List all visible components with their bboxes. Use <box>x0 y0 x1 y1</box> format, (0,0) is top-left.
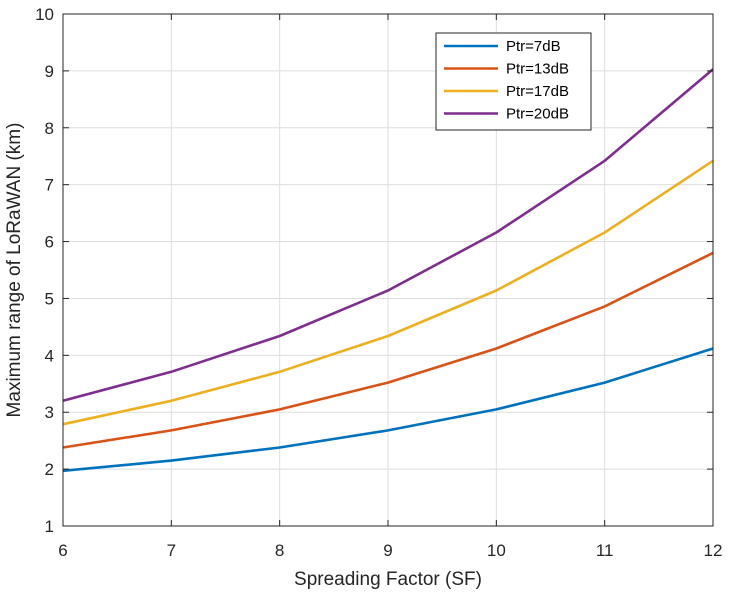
x-tick-label: 8 <box>275 541 284 560</box>
series-line-ptr-13db <box>62 251 714 449</box>
y-tick-label: 8 <box>45 119 54 138</box>
legend: Ptr=7dB Ptr=13dB Ptr=17dB Ptr=20dB <box>435 32 592 131</box>
x-tick-label: 11 <box>596 541 614 560</box>
x-tick-label: 10 <box>487 541 506 560</box>
grid-layer <box>62 13 714 527</box>
y-tick-label: 6 <box>45 233 54 252</box>
x-axis-title: Spreading Factor (SF) <box>294 569 482 590</box>
y-tick-label: 7 <box>45 176 54 195</box>
y-axis-title: Maximum range of LoRaWAN (km) <box>4 123 25 418</box>
legend-label: Ptr=17dB <box>506 83 569 100</box>
y-tick-label: 2 <box>45 460 54 479</box>
x-tick-label: 7 <box>167 541 176 560</box>
x-tick-label: 6 <box>58 541 67 560</box>
series-line-ptr-7db <box>62 347 714 473</box>
legend-label: Ptr=7dB <box>506 38 561 55</box>
y-tick-label: 1 <box>45 517 54 536</box>
legend-label: Ptr=13dB <box>506 61 569 78</box>
y-tick-label: 9 <box>45 62 54 81</box>
y-tick-label: 10 <box>35 5 54 24</box>
y-tick-label: 3 <box>45 403 54 422</box>
series-line-ptr-20db <box>62 68 714 403</box>
x-tick-label: 12 <box>704 541 723 560</box>
y-tick-label: 5 <box>45 289 54 308</box>
series-layer <box>62 68 714 473</box>
y-tick-label: 4 <box>45 346 54 365</box>
x-tick-label: 9 <box>383 541 392 560</box>
legend-label: Ptr=20dB <box>506 106 569 123</box>
series-line-ptr-17db <box>62 159 714 426</box>
